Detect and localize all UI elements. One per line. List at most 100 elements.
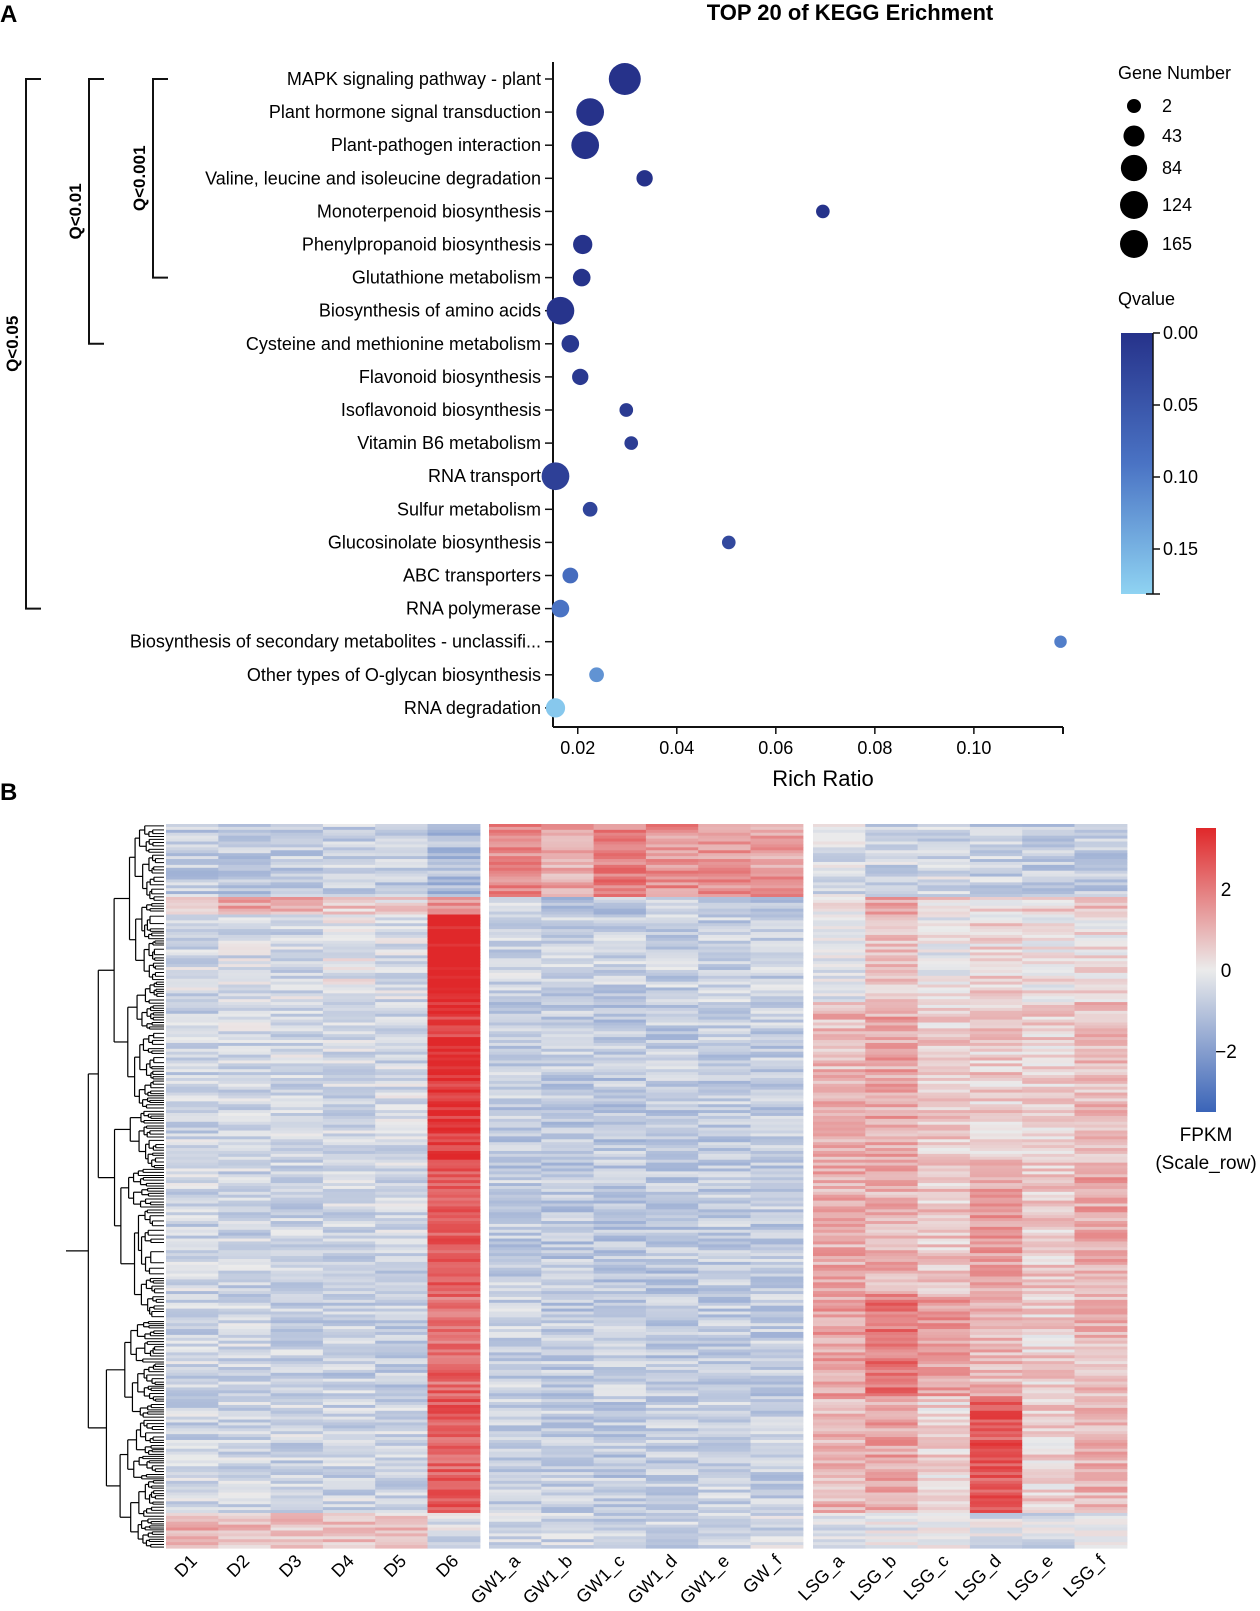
heatmap-cell [427,1431,481,1435]
heatmap-cell [645,987,699,992]
heatmap-cell [969,1124,1023,1129]
heatmap-cell [166,1407,219,1412]
heatmap-cell [698,1110,752,1114]
heatmap-cell [218,946,272,951]
heatmap-cell [593,1337,647,1342]
heatmap-cell [218,1092,272,1097]
heatmap-cell [489,1042,542,1047]
heatmap-cell [813,1121,866,1126]
heatmap-cell [270,1454,324,1459]
heatmap-cell [1074,940,1128,945]
heatmap-cell [969,1013,1023,1018]
heatmap-cell [218,1130,272,1135]
heatmap-cell [218,1177,272,1181]
heatmap-cell [813,1218,866,1222]
heatmap-cell [969,1475,1023,1479]
heatmap-cell [698,1442,752,1447]
heatmap-cell [322,1136,376,1140]
heatmap-cell [218,1203,272,1208]
heatmap-cell [322,940,376,945]
heatmap-cell [427,1107,481,1111]
heatmap-cell [1074,926,1128,930]
heatmap-cell [645,929,699,933]
heatmap-cell [375,975,429,980]
heatmap-cell [813,999,866,1003]
heatmap-cell [270,996,324,1000]
heatmap-cell [1022,937,1076,942]
heatmap-cell [698,1486,752,1491]
heatmap-cell [917,1334,971,1339]
heatmap-cell [427,990,481,994]
heatmap-cell [375,1002,429,1006]
heatmap-cell [218,1291,272,1295]
heatmap-cell [813,1203,866,1208]
heatmap-cell [645,1279,699,1283]
heatmap-cell [489,1092,542,1097]
heatmap-cell [917,1264,971,1269]
heatmap-cell [1022,1407,1076,1412]
heatmap-cell [270,896,324,901]
heatmap-cell [750,1489,804,1494]
heatmap-cell [166,1010,219,1015]
heatmap-cell [1074,1016,1128,1021]
heatmap-cell [865,934,919,939]
heatmap-cell [593,1180,647,1184]
heatmap-cell [1074,824,1128,828]
heatmap-cell [917,1133,971,1137]
heatmap-cell [1022,932,1076,936]
heatmap-cell [1074,1013,1128,1018]
heatmap-cell [427,1480,481,1485]
heatmap-cell [218,1334,272,1339]
heatmap-cell [541,1334,595,1339]
heatmap-cell [917,1075,971,1079]
heatmap-cell [218,888,272,892]
heatmap-cell [375,1200,429,1205]
heatmap-cell [489,1253,542,1257]
heatmap-cell [322,1133,376,1137]
heatmap-cell [166,1188,219,1193]
heatmap-cell [1074,1288,1128,1292]
heatmap-cell [427,908,481,913]
heatmap-cell [865,969,919,974]
heatmap-cell [1022,838,1076,843]
heatmap-cell [166,1422,219,1426]
heatmap-cell [865,1261,919,1266]
heatmap-cell [593,1223,647,1228]
heatmap-cell [218,1054,272,1059]
heatmap-cell [969,1250,1023,1254]
heatmap-cell [865,1425,919,1429]
heatmap-cell [1022,1425,1076,1429]
heatmap-cell [218,1477,272,1482]
heatmap-cell [1022,1267,1076,1272]
heatmap-cell [218,1305,272,1310]
heatmap-cell [813,964,866,968]
heatmap-cell [1022,1261,1076,1266]
heatmap-cell [969,1291,1023,1295]
heatmap-cell [698,864,752,869]
heatmap-cell [1074,1218,1128,1222]
heatmap-cell [375,1025,429,1029]
heatmap-cell [166,1086,219,1091]
heatmap-cell [698,1279,752,1283]
heatmap-cell [218,1492,272,1497]
heatmap-cell [917,1439,971,1444]
heatmap-cell [541,1168,595,1173]
heatmap-cell [322,1089,376,1094]
heatmap-cell [375,1197,429,1202]
heatmap-cell [541,867,595,872]
heatmap-cell [489,949,542,954]
heatmap-cell [218,1384,272,1389]
heatmap-cell [166,838,219,843]
heatmap-cell [218,1439,272,1444]
heatmap-cell [813,1130,866,1135]
heatmap-cell [813,1095,866,1100]
heatmap-cell [645,1299,699,1304]
heatmap-cell [375,1489,429,1494]
heatmap-cell [1022,978,1076,983]
heatmap-cell [917,1381,971,1386]
heatmap-cell [322,856,376,860]
heatmap-cell [750,969,804,974]
heatmap-cell [541,1472,595,1476]
heatmap-cell [427,829,481,834]
heatmap-cell [917,1025,971,1029]
